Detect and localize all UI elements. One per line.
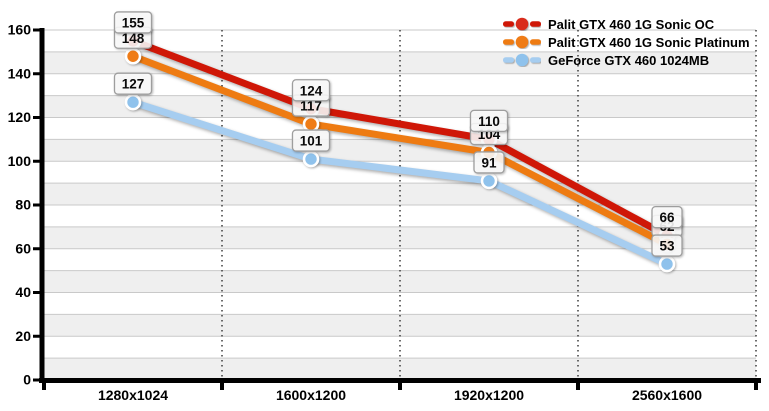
y-axis-label: 0 — [23, 372, 31, 388]
legend-item: Palit GTX 460 1G Sonic OC — [503, 15, 750, 33]
data-label: 110 — [469, 109, 509, 133]
y-axis-label: 160 — [8, 22, 32, 38]
legend-line-dot-icon — [503, 35, 541, 49]
series-line — [129, 98, 671, 268]
legend-item: GeForce GTX 460 1024MB — [503, 51, 750, 69]
y-axis-label: 60 — [15, 240, 31, 256]
y-axis-label: 140 — [8, 65, 32, 81]
grid-band — [44, 226, 756, 249]
grid-band — [44, 51, 756, 74]
x-axis-label: 1600x1200 — [276, 387, 346, 403]
svg-text:66: 66 — [659, 210, 675, 225]
data-label: 124 — [291, 79, 331, 102]
series-line — [129, 52, 671, 248]
data-point-marker — [302, 115, 320, 133]
data-point-marker — [124, 47, 142, 65]
y-axis-label: 100 — [8, 153, 32, 169]
series-line — [129, 37, 671, 240]
svg-text:148: 148 — [122, 31, 145, 46]
svg-text:91: 91 — [481, 155, 497, 170]
data-point-marker — [124, 93, 142, 111]
legend-line-dot-icon — [503, 17, 541, 31]
svg-text:101: 101 — [300, 134, 323, 149]
x-axis-label: 1280x1024 — [98, 387, 168, 403]
legend-label: Palit GTX 460 1G Sonic OC — [548, 16, 715, 32]
data-label: 101 — [291, 129, 331, 152]
chart-legend: Palit GTX 460 1G Sonic OC Palit GTX 460 1… — [503, 15, 750, 69]
data-label: 91 — [473, 151, 505, 174]
y-axis-label: 80 — [15, 197, 31, 213]
svg-text:124: 124 — [300, 83, 323, 98]
data-label: 66 — [651, 205, 683, 229]
data-point-marker — [302, 150, 320, 168]
svg-text:110: 110 — [478, 114, 500, 129]
y-axis-label: 120 — [8, 109, 32, 125]
data-label: 127 — [113, 72, 153, 95]
svg-text:53: 53 — [659, 239, 675, 254]
y-axis-label: 40 — [15, 284, 31, 300]
data-label: 155 — [113, 11, 153, 34]
svg-text:117: 117 — [300, 99, 322, 114]
grid-band — [44, 336, 756, 359]
legend-item: Palit GTX 460 1G Sonic Platinum — [503, 33, 750, 51]
y-axis-label: 20 — [15, 328, 31, 344]
x-axis-label: 2560x1600 — [632, 387, 702, 403]
legend-label: GeForce GTX 460 1024MB — [548, 52, 710, 68]
grid-band — [44, 358, 756, 380]
svg-text:155: 155 — [122, 15, 145, 30]
data-label: 53 — [651, 234, 683, 257]
grid-band — [44, 270, 756, 293]
data-point-marker — [480, 172, 498, 190]
legend-label: Palit GTX 460 1G Sonic Platinum — [548, 34, 750, 50]
x-axis-label: 1920x1200 — [454, 387, 524, 403]
grid-band — [44, 292, 756, 315]
svg-text:127: 127 — [122, 77, 145, 92]
legend-line-dot-icon — [503, 53, 541, 67]
data-point-marker — [658, 255, 676, 273]
